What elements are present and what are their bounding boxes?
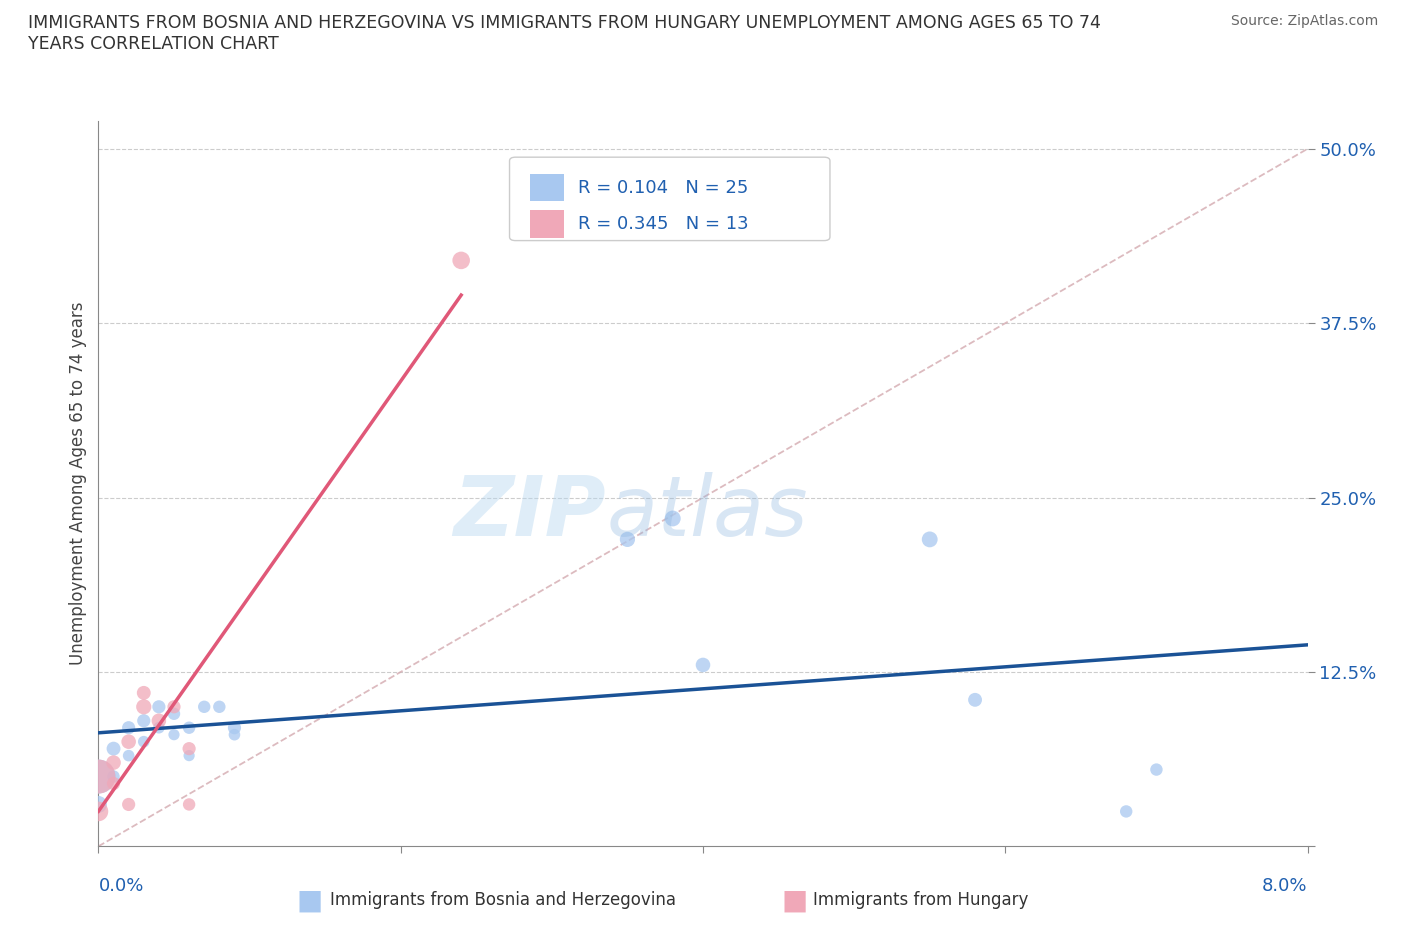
Point bbox=[132, 735, 155, 750]
Point bbox=[118, 720, 141, 735]
Text: R = 0.104   N = 25: R = 0.104 N = 25 bbox=[578, 179, 749, 196]
Text: Immigrants from Bosnia and Herzegovina: Immigrants from Bosnia and Herzegovina bbox=[330, 891, 676, 910]
Point bbox=[87, 804, 110, 819]
Text: atlas: atlas bbox=[606, 472, 808, 553]
Text: 0.0%: 0.0% bbox=[98, 877, 143, 895]
Point bbox=[179, 720, 201, 735]
Point bbox=[965, 692, 987, 708]
Point bbox=[163, 699, 186, 714]
FancyBboxPatch shape bbox=[509, 157, 830, 241]
Point bbox=[148, 713, 170, 728]
Point bbox=[193, 699, 215, 714]
Point bbox=[1146, 763, 1168, 777]
Point bbox=[208, 699, 231, 714]
Point bbox=[118, 735, 141, 750]
Y-axis label: Unemployment Among Ages 65 to 74 years: Unemployment Among Ages 65 to 74 years bbox=[69, 302, 87, 665]
Point bbox=[1115, 804, 1137, 819]
Point bbox=[616, 532, 638, 547]
Point bbox=[118, 797, 141, 812]
Point bbox=[103, 776, 125, 790]
Point bbox=[661, 512, 683, 526]
Text: Immigrants from Hungary: Immigrants from Hungary bbox=[813, 891, 1028, 910]
Point bbox=[118, 748, 141, 763]
Text: ZIP: ZIP bbox=[454, 472, 606, 553]
FancyBboxPatch shape bbox=[530, 174, 564, 202]
Point bbox=[87, 769, 110, 784]
Text: 8.0%: 8.0% bbox=[1263, 877, 1308, 895]
Point bbox=[132, 699, 155, 714]
Point bbox=[224, 720, 246, 735]
Text: Source: ZipAtlas.com: Source: ZipAtlas.com bbox=[1230, 14, 1378, 28]
Point bbox=[103, 741, 125, 756]
Text: ■: ■ bbox=[297, 886, 322, 914]
Text: R = 0.345   N = 13: R = 0.345 N = 13 bbox=[578, 215, 749, 232]
Point bbox=[918, 532, 941, 547]
Point bbox=[692, 658, 714, 672]
Point bbox=[87, 769, 110, 784]
Point bbox=[103, 755, 125, 770]
Point bbox=[163, 727, 186, 742]
Point bbox=[224, 727, 246, 742]
Point bbox=[179, 748, 201, 763]
Point bbox=[148, 720, 170, 735]
Text: ■: ■ bbox=[782, 886, 807, 914]
Point bbox=[87, 797, 110, 812]
Point bbox=[132, 685, 155, 700]
FancyBboxPatch shape bbox=[530, 210, 564, 238]
Point bbox=[132, 713, 155, 728]
Point bbox=[148, 699, 170, 714]
Text: IMMIGRANTS FROM BOSNIA AND HERZEGOVINA VS IMMIGRANTS FROM HUNGARY UNEMPLOYMENT A: IMMIGRANTS FROM BOSNIA AND HERZEGOVINA V… bbox=[28, 14, 1101, 53]
Point bbox=[179, 741, 201, 756]
Point bbox=[103, 769, 125, 784]
Point bbox=[450, 253, 472, 268]
Point bbox=[163, 707, 186, 722]
Point bbox=[179, 797, 201, 812]
